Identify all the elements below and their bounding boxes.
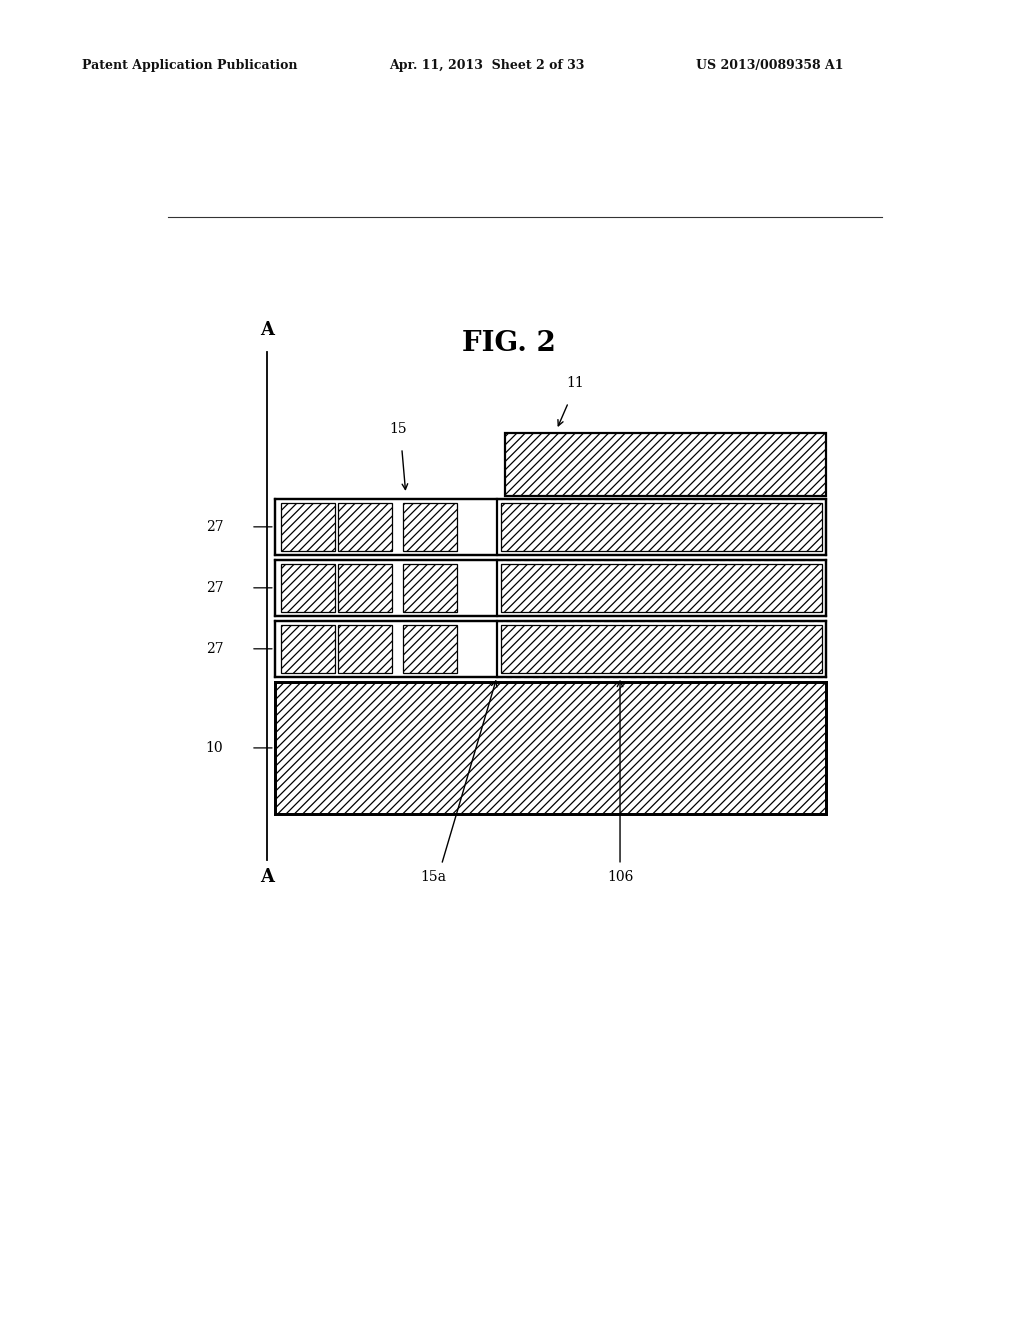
Text: A: A [260,321,273,339]
Bar [403,624,458,673]
Bar [338,624,392,673]
Bar [403,503,458,550]
Text: 15a: 15a [421,870,446,884]
Text: US 2013/0089358 A1: US 2013/0089358 A1 [696,59,844,73]
Text: 27: 27 [206,581,223,595]
Text: 106: 106 [607,870,633,884]
Bar [274,682,826,814]
Bar [501,564,822,611]
Bar [501,624,822,673]
Bar [505,433,826,496]
Bar [282,564,335,611]
Text: FIG. 2: FIG. 2 [462,330,556,356]
Text: 27: 27 [206,642,223,656]
Text: 15: 15 [389,422,407,436]
Bar [338,564,392,611]
Text: 11: 11 [566,376,584,391]
Text: Patent Application Publication: Patent Application Publication [82,59,297,73]
Text: A: A [260,867,273,886]
Bar [274,560,826,615]
Bar [338,503,392,550]
Text: 10: 10 [206,741,223,755]
Bar [274,620,826,677]
Bar [282,503,335,550]
Bar [282,624,335,673]
Bar [403,564,458,611]
Text: 27: 27 [206,520,223,533]
Bar [274,499,826,554]
Bar [501,503,822,550]
Text: Apr. 11, 2013  Sheet 2 of 33: Apr. 11, 2013 Sheet 2 of 33 [389,59,585,73]
